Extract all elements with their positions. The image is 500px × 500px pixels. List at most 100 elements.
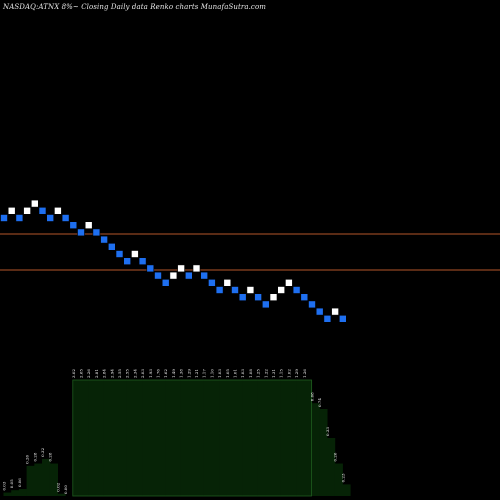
volume-label: 0.28 [48,452,53,461]
renko-brick-down [61,214,70,222]
renko-brick-down [215,286,224,294]
volume-label: 0.26 [333,452,338,461]
volume-labels: 0.03 0.05 0.060.26 0.280.320.280.02 0.003.02… [2,369,346,494]
volume-bar [196,380,205,496]
volume-bar [95,380,105,496]
volume-label: 1.03 [240,369,245,378]
renko-brick-down [154,271,162,280]
volume-label: 2.65 [79,369,84,378]
volume-label: 2.03 [140,369,145,378]
volume-label: 0.23 [340,473,345,482]
renko-brick-up [223,278,232,287]
volume-label: 1.38 [179,369,184,378]
volume-label: 1.76 [156,369,161,378]
volume-area [3,379,351,497]
renko-brick-up [7,207,16,215]
volume-bar [288,380,297,496]
volume-label: 3.02 [71,369,76,378]
renko-brick-down [100,235,108,244]
volume-bar [18,489,28,496]
volume-label: 1.29 [186,369,191,378]
volume-bar [157,380,166,496]
volume-label: 1.17 [202,369,207,378]
volume-label: 0.26 [25,454,30,463]
renko-brick-down [200,271,208,280]
renko-brick-down [0,214,8,222]
volume-label: 0.28 [32,452,37,461]
volume-label: 2.55 [117,369,122,378]
volume-label: 1.22 [263,369,268,378]
renko-brick-down [15,214,24,222]
renko-brick-down [123,257,131,266]
volume-label: 1.25 [256,369,261,378]
volume-label: 1.62 [163,369,168,378]
volume-bar [34,463,43,496]
volume-label: 1.49 [171,369,176,378]
volume-bar [226,380,236,496]
volume-bar [111,380,120,496]
renko-brick-down [292,286,301,294]
volume-bar [165,380,174,496]
volume-label: 2.34 [132,369,137,378]
volume-label: 0.06 [17,478,22,487]
volume-block-outline [72,379,312,497]
volume-bar [149,380,159,496]
renko-brick-down [238,293,247,302]
renko-brick-up [269,293,278,302]
volume-bar [296,380,305,496]
volume-label: 1.31 [271,369,276,378]
volume-bar [126,380,135,496]
volume-label: 2.26 [86,369,91,378]
renko-brick-down [161,278,170,287]
renko-brick-down [146,264,155,273]
renko-brick-down [323,314,332,323]
volume-label: 0.02 [55,482,60,491]
renko-brick-down [208,278,216,287]
volume-bar [142,380,151,496]
volume-bar [72,380,82,496]
volume-label: 1.10 [209,369,214,378]
volume-label: 2.84 [102,369,107,378]
renko-bricks [0,199,347,323]
volume-bar [188,380,197,496]
renko-brick-down [185,271,193,280]
volume-label: 0.03 [2,481,7,490]
volume-bar [219,380,228,496]
volume-bar [334,463,343,496]
volume-bar [257,380,266,496]
renko-brick-down [338,314,347,323]
volume-bar [326,438,336,496]
volume-label: 1.02 [286,369,291,378]
renko-brick-up [277,286,286,294]
volume-bar [26,465,35,496]
renko-brick-up [246,286,255,294]
volume-bar [342,484,351,496]
volume-label: 2.81 [94,369,99,378]
volume-bar [319,409,328,496]
renko-brick-up [169,271,178,280]
volume-bar [180,380,189,496]
volume-bar [273,380,282,496]
renko-brick-down [92,228,101,237]
renko-brick-up [177,264,185,273]
volume-bar [49,463,58,496]
volume-label: 0.74 [317,398,322,407]
renko-brick-up [54,207,62,215]
renko-brick-down [300,293,309,302]
renko-brick-down [77,228,85,237]
renko-brick-down [138,257,147,266]
renko-brick-down [108,243,116,251]
volume-bar [119,380,128,496]
volume-bar [265,380,274,496]
volume-bar [3,492,12,496]
volume-label: 1.26 [302,369,307,378]
volume-bar [203,380,212,496]
renko-brick-down [69,221,78,229]
renko-brick-down [115,250,124,258]
renko-brick-down [46,214,55,222]
volume-label: 1.15 [279,369,284,378]
renko-brick-up [84,221,93,229]
volume-label: 2.55 [125,369,130,378]
volume-label: 1.93 [148,369,153,378]
